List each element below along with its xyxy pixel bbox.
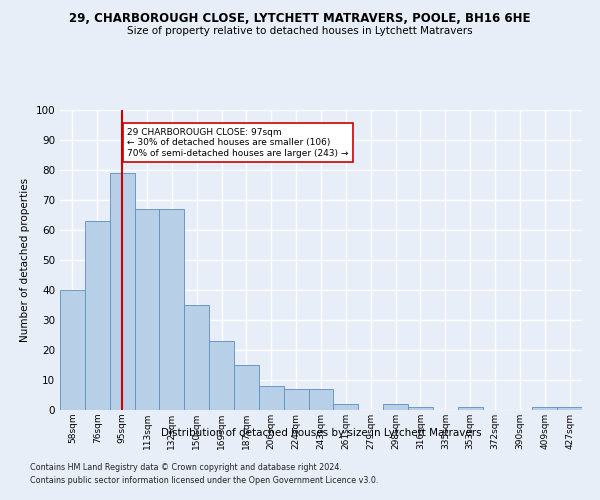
- Bar: [557, 407, 582, 410]
- Bar: [284, 389, 308, 410]
- Bar: [532, 407, 557, 410]
- Text: Contains public sector information licensed under the Open Government Licence v3: Contains public sector information licen…: [30, 476, 379, 485]
- Bar: [458, 407, 482, 410]
- Bar: [408, 407, 433, 410]
- Text: Contains HM Land Registry data © Crown copyright and database right 2024.: Contains HM Land Registry data © Crown c…: [30, 464, 342, 472]
- Bar: [259, 386, 284, 410]
- Bar: [110, 173, 134, 410]
- Bar: [383, 404, 408, 410]
- Text: 29, CHARBOROUGH CLOSE, LYTCHETT MATRAVERS, POOLE, BH16 6HE: 29, CHARBOROUGH CLOSE, LYTCHETT MATRAVER…: [69, 12, 531, 26]
- Bar: [184, 305, 209, 410]
- Bar: [308, 389, 334, 410]
- Bar: [334, 404, 358, 410]
- Bar: [85, 221, 110, 410]
- Y-axis label: Number of detached properties: Number of detached properties: [20, 178, 30, 342]
- Text: Size of property relative to detached houses in Lytchett Matravers: Size of property relative to detached ho…: [127, 26, 473, 36]
- Bar: [134, 209, 160, 410]
- Bar: [234, 365, 259, 410]
- Text: Distribution of detached houses by size in Lytchett Matravers: Distribution of detached houses by size …: [161, 428, 481, 438]
- Bar: [209, 341, 234, 410]
- Text: 29 CHARBOROUGH CLOSE: 97sqm
← 30% of detached houses are smaller (106)
70% of se: 29 CHARBOROUGH CLOSE: 97sqm ← 30% of det…: [127, 128, 349, 158]
- Bar: [60, 290, 85, 410]
- Bar: [160, 209, 184, 410]
